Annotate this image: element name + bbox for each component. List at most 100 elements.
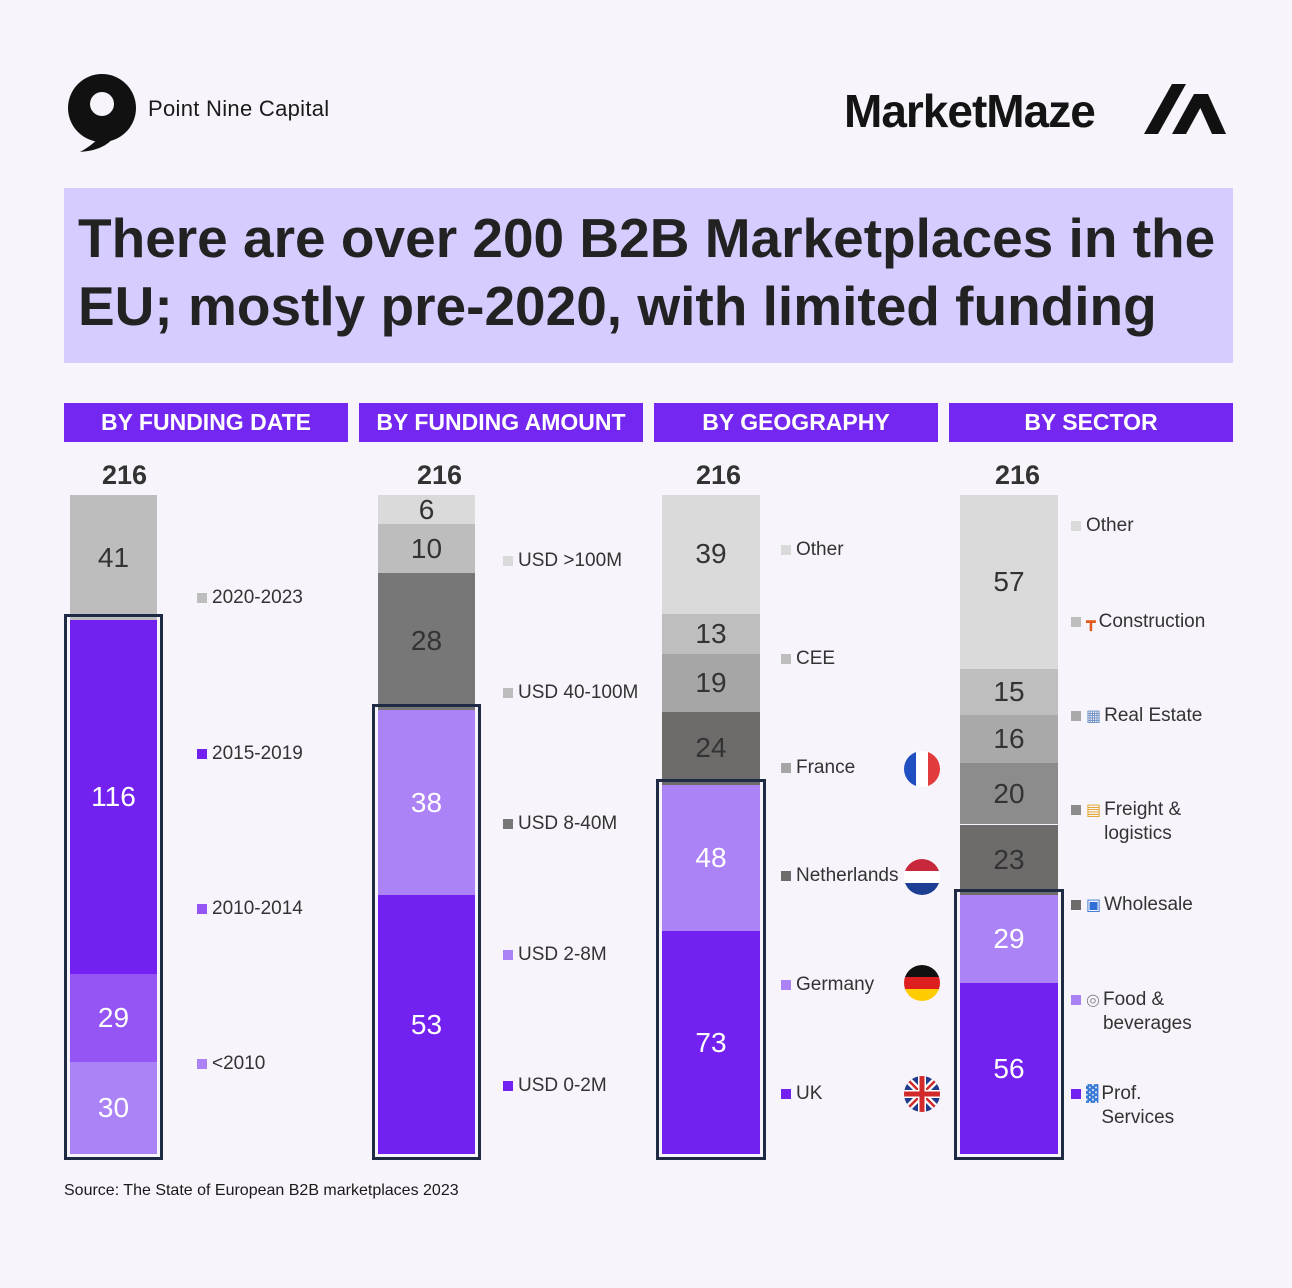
legend-swatch <box>1071 900 1081 910</box>
legend-swatch <box>1071 995 1081 1005</box>
legend-label: USD >100M <box>518 550 623 571</box>
legend-item: ◎ Food & beverages <box>1071 988 1192 1036</box>
bar-value-label: 29 <box>993 922 1025 954</box>
bar-value-label: 28 <box>410 625 443 657</box>
legend-item: USD 0-2M <box>503 1074 607 1098</box>
bar-value-label: 53 <box>410 1008 443 1040</box>
legend-label: Germany <box>796 974 875 995</box>
bar-segment: 53 <box>378 895 475 1154</box>
legend-item: France <box>781 756 855 780</box>
bar-value-label: 19 <box>695 666 727 698</box>
legend-item: 2020-2023 <box>197 586 303 610</box>
plate-icon: ◎ <box>1086 990 1100 1009</box>
france-flag-icon <box>904 751 940 787</box>
chart-icon: ▓ <box>1086 1084 1099 1103</box>
legend-swatch <box>1071 1089 1081 1099</box>
bar-value-label: 29 <box>97 1002 130 1034</box>
bar-value-label: 6 <box>418 493 435 525</box>
bar-total-label: 216 <box>417 460 463 490</box>
legend-label: USD 0-2M <box>518 1075 607 1096</box>
legend-label: Freight & logistics <box>1104 799 1182 844</box>
bar-segment: 38 <box>378 709 475 896</box>
legend-item: Germany <box>781 973 874 997</box>
legend-label: UK <box>796 1083 823 1104</box>
germany-flag-icon <box>904 965 940 1001</box>
legend-swatch <box>197 1059 207 1069</box>
point-nine-logo-icon <box>68 74 136 152</box>
bar-segment: 29 <box>70 973 157 1063</box>
bar-value-label: 56 <box>993 1052 1025 1084</box>
title-banner <box>64 188 1233 363</box>
bar-value-label: 15 <box>993 675 1025 707</box>
bar-value-label: 38 <box>410 786 443 818</box>
legend-item: ▤ Freight & logistics <box>1071 798 1181 846</box>
legend-label: Prof. Services <box>1101 1083 1175 1128</box>
bar-total-label: 216 <box>696 460 742 490</box>
legend-swatch <box>781 871 791 881</box>
legend-item: ▦ Real Estate <box>1071 704 1202 728</box>
building-icon: ▦ <box>1086 706 1102 725</box>
bar-segment: 48 <box>662 784 760 932</box>
legend-label: USD 8-40M <box>518 813 618 834</box>
legend-item: USD 8-40M <box>503 812 617 836</box>
legend-swatch <box>781 545 791 555</box>
crane-icon: ┳ <box>1086 612 1096 631</box>
bar-segment: 41 <box>70 495 157 621</box>
bar-segment: 16 <box>960 714 1058 764</box>
bar-value-label: 41 <box>97 541 130 573</box>
legend-swatch <box>1071 617 1081 627</box>
bar-segment: 24 <box>662 711 760 785</box>
legend-item: USD 40-100M <box>503 681 638 705</box>
legend-item: USD >100M <box>503 549 622 573</box>
bar-value-label: 48 <box>695 842 727 874</box>
legend-swatch <box>1071 805 1081 815</box>
legend-swatch <box>197 749 207 759</box>
bar-segment: 29 <box>960 894 1058 984</box>
bar-value-label: 13 <box>695 617 727 649</box>
legend-item: 2015-2019 <box>197 742 303 766</box>
bar-value-label: 23 <box>993 843 1025 875</box>
source-note: Source: The State of European B2B market… <box>64 1182 459 1199</box>
bar-value-label: 39 <box>695 538 727 570</box>
legend-swatch <box>197 593 207 603</box>
netherlands-flag-icon <box>904 859 940 895</box>
bar-total-label: 216 <box>995 460 1041 490</box>
bar-segment: 57 <box>960 495 1058 669</box>
legend-swatch <box>781 980 791 990</box>
bar-segment: 116 <box>70 620 157 974</box>
bar-segment: 10 <box>378 524 475 574</box>
bar-segment: 6 <box>378 493 475 525</box>
legend-item: <2010 <box>197 1052 265 1076</box>
legend-swatch <box>781 654 791 664</box>
bar-segment: 73 <box>662 931 760 1154</box>
bar-value-label: 24 <box>695 732 727 764</box>
legend-item: Other <box>1071 514 1134 538</box>
legend-label: Netherlands <box>796 865 899 886</box>
legend-swatch <box>1071 521 1081 531</box>
bar-segment: 20 <box>960 763 1058 825</box>
panel-header-4: BY SECTOR <box>949 403 1233 442</box>
legend-swatch <box>503 950 513 960</box>
uk-flag-icon <box>904 1076 940 1112</box>
legend-label: <2010 <box>212 1053 266 1074</box>
legend-label: France <box>796 757 856 778</box>
bar-segment: 39 <box>662 495 760 614</box>
legend-item: USD 2-8M <box>503 943 607 967</box>
legend-label: USD 40-100M <box>518 682 639 703</box>
truck-icon: ▤ <box>1086 800 1102 819</box>
bar-segment: 56 <box>960 983 1058 1154</box>
bar-segment: 19 <box>662 653 760 712</box>
legend-item: CEE <box>781 647 835 671</box>
legend-swatch <box>503 819 513 829</box>
legend-swatch <box>781 763 791 773</box>
legend-swatch <box>781 1089 791 1099</box>
legend-swatch <box>1071 711 1081 721</box>
legend-item: ▓ Prof. Services <box>1071 1082 1174 1130</box>
legend-label: Other <box>1086 515 1134 536</box>
legend-item: Netherlands <box>781 864 898 888</box>
legend-label: Wholesale <box>1104 894 1193 915</box>
bar-segment: 13 <box>662 613 760 654</box>
legend-label: Other <box>796 539 844 560</box>
legend-swatch <box>503 688 513 698</box>
shopping-bag-icon: ▣ <box>1086 895 1102 914</box>
